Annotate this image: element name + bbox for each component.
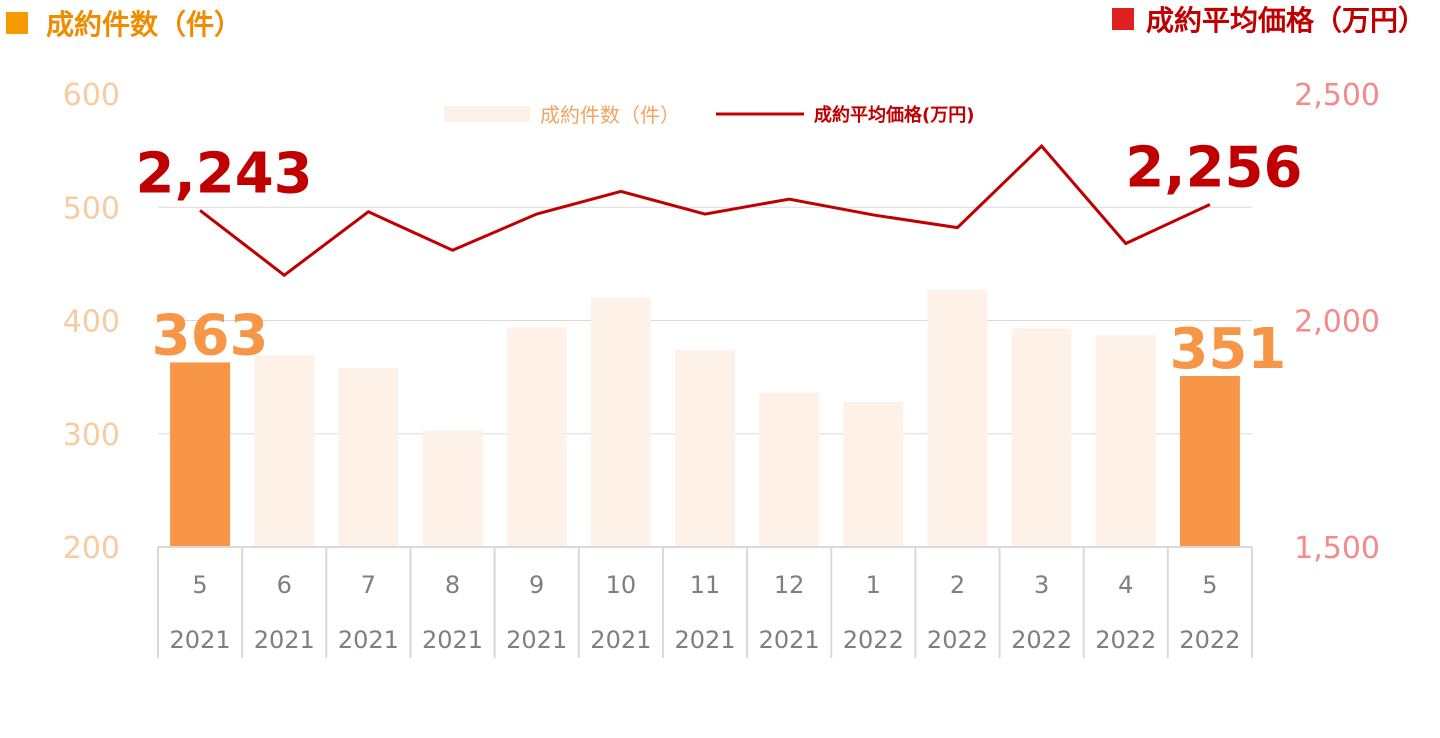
bar-data-label: 363 <box>152 303 269 368</box>
category-year: 2022 <box>1179 626 1240 654</box>
bar <box>1095 335 1156 547</box>
left-tick-label: 200 <box>63 531 120 566</box>
category-month: 12 <box>774 571 805 599</box>
legend-bar-swatch <box>444 106 530 122</box>
right-axis: 1,500 2,000 2,500 <box>1294 78 1380 566</box>
title-right: 成約平均価格（万円） <box>1146 4 1426 37</box>
bar <box>843 402 904 547</box>
right-tick-label: 1,500 <box>1294 531 1380 566</box>
bar <box>1179 375 1240 547</box>
category-month: 2 <box>950 571 965 599</box>
category-month: 6 <box>277 571 292 599</box>
left-tick-label: 500 <box>63 191 120 226</box>
left-axis: 200 300 400 500 600 <box>63 78 120 566</box>
category-month: 1 <box>866 571 881 599</box>
price-line <box>199 143 1211 278</box>
category-month: 3 <box>1034 571 1049 599</box>
bar-data-label: 351 <box>1169 317 1286 382</box>
bar <box>1011 328 1072 547</box>
left-tick-label: 600 <box>63 78 120 113</box>
category-month: 10 <box>606 571 637 599</box>
category-year: 2021 <box>170 626 231 654</box>
title-right-marker <box>1112 8 1134 30</box>
category-year: 2022 <box>843 626 904 654</box>
category-month: 4 <box>1118 571 1133 599</box>
right-tick-label: 2,000 <box>1294 305 1380 340</box>
category-year: 2021 <box>590 626 651 654</box>
category-month: 8 <box>445 571 460 599</box>
category-year: 2021 <box>506 626 567 654</box>
title-left: 成約件数（件） <box>46 8 242 41</box>
legend-line-label: 成約平均価格(万円) <box>814 104 974 126</box>
category-year: 2021 <box>422 626 483 654</box>
category-axis: 5202162021720218202192021102021112021122… <box>157 546 1253 658</box>
category-year: 2021 <box>759 626 820 654</box>
category-month: 5 <box>192 571 207 599</box>
category-year: 2021 <box>254 626 315 654</box>
bar <box>254 355 315 547</box>
bars <box>170 289 1240 547</box>
left-tick-label: 400 <box>63 305 120 340</box>
bar <box>759 392 820 547</box>
category-month: 11 <box>690 571 721 599</box>
category-month: 9 <box>529 571 544 599</box>
line-data-label: 2,243 <box>136 141 313 206</box>
category-year: 2022 <box>927 626 988 654</box>
bar <box>590 297 651 547</box>
bar <box>927 289 988 547</box>
category-month: 7 <box>361 571 376 599</box>
bar <box>170 362 231 547</box>
category-year: 2021 <box>674 626 735 654</box>
bar <box>422 430 483 547</box>
bar <box>675 349 735 547</box>
data-labels: 363 351 2,243 2,256 <box>136 136 1303 382</box>
bar <box>338 368 399 547</box>
right-tick-label: 2,500 <box>1294 78 1380 113</box>
title-left-marker <box>6 12 28 34</box>
bar <box>506 327 567 547</box>
price-series-line <box>199 143 1211 278</box>
line-data-label: 2,256 <box>1125 136 1302 201</box>
category-year: 2021 <box>338 626 399 654</box>
legend-bar-label: 成約件数（件） <box>540 103 680 127</box>
category-year: 2022 <box>1011 626 1072 654</box>
category-month: 5 <box>1202 571 1217 599</box>
left-tick-label: 300 <box>63 418 120 453</box>
category-year: 2022 <box>1095 626 1156 654</box>
